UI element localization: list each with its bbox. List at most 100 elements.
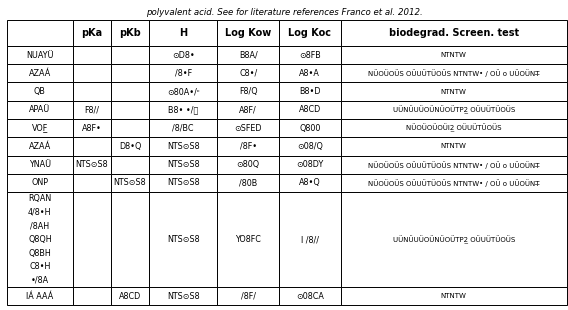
Bar	[7, 287, 73, 305]
Text: NTS⊙S8: NTS⊙S8	[167, 292, 199, 301]
Bar	[111, 192, 149, 287]
Bar	[341, 119, 567, 137]
Text: /80B: /80B	[239, 179, 257, 188]
Bar	[149, 137, 218, 156]
Bar	[7, 137, 73, 156]
Bar	[218, 174, 279, 192]
Bar	[149, 156, 218, 174]
Bar	[149, 82, 218, 101]
Bar	[7, 119, 73, 137]
Bar	[73, 137, 111, 156]
Bar	[279, 119, 341, 137]
Bar	[218, 46, 279, 64]
Bar	[341, 82, 567, 101]
Bar	[218, 137, 279, 156]
Bar	[7, 192, 73, 287]
Bar	[341, 174, 567, 192]
Bar	[111, 64, 149, 82]
Bar	[7, 46, 73, 64]
Bar	[218, 156, 279, 174]
Text: NTNTW: NTNTW	[441, 52, 467, 58]
Bar	[341, 64, 567, 82]
Bar	[218, 101, 279, 119]
Bar	[149, 174, 218, 192]
Bar	[7, 174, 73, 192]
Bar	[218, 287, 279, 305]
Bar	[7, 101, 73, 119]
Bar	[111, 20, 149, 46]
Bar	[149, 287, 218, 305]
Text: NTS⊙S8: NTS⊙S8	[114, 179, 147, 188]
Text: AZAÁ: AZAÁ	[29, 69, 51, 78]
Text: NÜOÜOÜOÜI2̲ OÜUÜTÜOÜS: NÜOÜOÜOÜI2̲ OÜUÜTÜOÜS	[406, 124, 502, 132]
Bar	[111, 46, 149, 64]
Text: UÜNÜUÜOÜNÜOÜTP2̲ OÜUÜTÜOÜS: UÜNÜUÜOÜNÜOÜTP2̲ OÜUÜTÜOÜS	[392, 105, 515, 114]
Bar	[111, 156, 149, 174]
Bar	[341, 287, 567, 305]
Bar	[111, 287, 149, 305]
Bar	[73, 101, 111, 119]
Bar	[7, 20, 73, 46]
Bar	[341, 20, 567, 46]
Text: Log Koc: Log Koc	[289, 28, 331, 38]
Text: /8•F: /8•F	[175, 69, 192, 78]
Bar	[149, 101, 218, 119]
Text: ⊙08/Q: ⊙08/Q	[297, 142, 323, 151]
Bar	[279, 137, 341, 156]
Text: A8CD: A8CD	[119, 292, 141, 301]
Text: NTNTW: NTNTW	[441, 293, 467, 299]
Bar	[218, 82, 279, 101]
Text: Log Kow: Log Kow	[225, 28, 272, 38]
Bar	[341, 101, 567, 119]
Text: polyvalent acid. See for literature references Franco et al. 2012.: polyvalent acid. See for literature refe…	[145, 8, 423, 17]
Text: A8•Q: A8•Q	[299, 179, 321, 188]
Text: ⊙D8•: ⊙D8•	[172, 51, 195, 60]
Bar	[111, 101, 149, 119]
Text: B8•D: B8•D	[299, 87, 320, 96]
Text: D8•Q: D8•Q	[119, 142, 141, 151]
Text: QB: QB	[34, 87, 46, 96]
Text: B8• •/ᶚ: B8• •/ᶚ	[168, 105, 198, 114]
Bar	[73, 287, 111, 305]
Bar	[73, 46, 111, 64]
Text: NTNTW: NTNTW	[441, 89, 467, 95]
Bar	[341, 192, 567, 287]
Text: /8/BC: /8/BC	[173, 124, 194, 133]
Text: ⊙80A•/ᶜ: ⊙80A•/ᶜ	[167, 87, 199, 96]
Bar	[279, 174, 341, 192]
Bar	[149, 192, 218, 287]
Text: NTS⊙S8: NTS⊙S8	[76, 160, 108, 169]
Text: NÜOÜOÜS OÜUÜTÜOÜS NTNTW• / OÜ o UÜOÜNT̶: NÜOÜOÜS OÜUÜTÜOÜS NTNTW• / OÜ o UÜOÜNT̶	[368, 179, 540, 187]
Text: IÁ AAÁ: IÁ AAÁ	[26, 292, 53, 301]
Bar	[149, 46, 218, 64]
Text: RQAN: RQAN	[28, 194, 52, 203]
Text: ⊙8FB: ⊙8FB	[299, 51, 321, 60]
Bar	[73, 174, 111, 192]
Text: /8F•: /8F•	[240, 142, 257, 151]
Bar	[73, 192, 111, 287]
Text: /8AH: /8AH	[30, 221, 49, 231]
Text: I /8//: I /8//	[301, 235, 319, 244]
Text: VOF̲: VOF̲	[32, 124, 48, 133]
Bar	[341, 137, 567, 156]
Text: F8/Q: F8/Q	[239, 87, 257, 96]
Bar	[149, 20, 218, 46]
Text: F8//: F8//	[85, 105, 99, 114]
Bar	[279, 20, 341, 46]
Text: •/8A: •/8A	[31, 276, 49, 285]
Text: APAÜ: APAÜ	[29, 105, 51, 114]
Text: A8CD: A8CD	[299, 105, 321, 114]
Text: /8F/: /8F/	[241, 292, 256, 301]
Text: NTS⊙S8: NTS⊙S8	[167, 142, 199, 151]
Text: 4/8•H: 4/8•H	[28, 208, 52, 217]
Text: NTNTW: NTNTW	[441, 144, 467, 149]
Text: ⊙08CA: ⊙08CA	[296, 292, 324, 301]
Text: ONP: ONP	[31, 179, 48, 188]
Bar	[149, 64, 218, 82]
Bar	[279, 82, 341, 101]
Text: ⊙08DY: ⊙08DY	[296, 160, 323, 169]
Bar	[73, 82, 111, 101]
Text: NUAYÜ: NUAYÜ	[26, 51, 53, 60]
Text: C8•H: C8•H	[29, 262, 51, 271]
Text: NÜOÜOÜS OÜUÜTÜOÜS NTNTW• / OÜ o UÜOÜNT̶: NÜOÜOÜS OÜUÜTÜOÜS NTNTW• / OÜ o UÜOÜNT̶	[368, 69, 540, 77]
